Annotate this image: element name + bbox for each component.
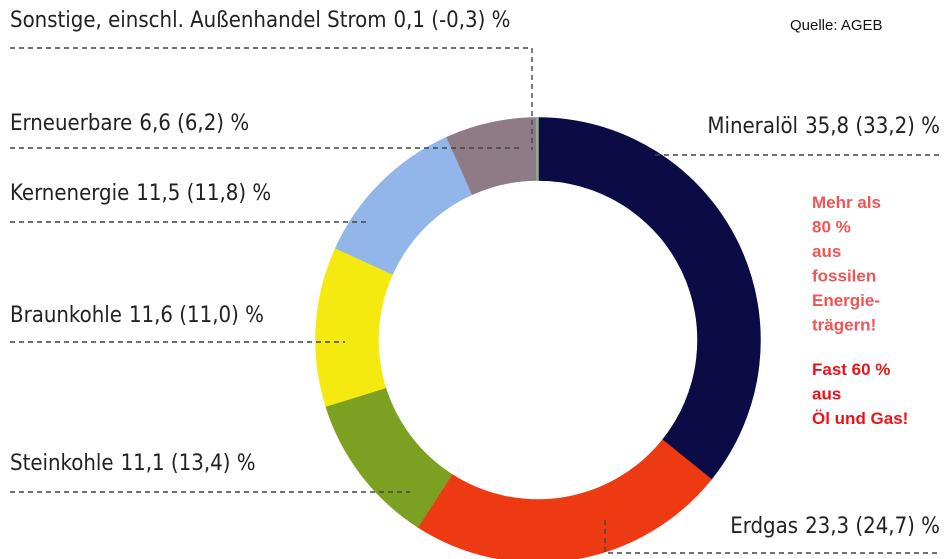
value-label: 11,5 (11,8) % [136, 181, 271, 206]
category-name: Erneuerbare [10, 111, 132, 136]
segment-label: Mineralöl 35,8 (33,2) % [707, 114, 940, 139]
annotation: Mehr als [812, 193, 881, 212]
donut-segment [416, 439, 712, 559]
donut-segment [537, 117, 761, 481]
annotation: fossilen [812, 267, 876, 286]
segment-label: Erneuerbare 6,6 (6,2) % [10, 111, 249, 136]
segment-label: Kernenergie 11,5 (11,8) % [10, 181, 271, 206]
donut-segment [535, 117, 539, 181]
leader-line [604, 520, 940, 554]
category-name: Braunkohle [10, 303, 122, 328]
segment-label: Erdgas 23,3 (24,7) % [730, 514, 940, 539]
donut-segment [315, 247, 394, 407]
value-label: 23,3 (24,7) % [805, 514, 940, 539]
segment-label: Steinkohle 11,1 (13,4) % [10, 451, 256, 476]
category-name: Erdgas [730, 514, 798, 539]
value-label: 6,6 (6,2) % [139, 111, 249, 136]
annotation: aus [812, 242, 841, 261]
value-label: 11,1 (13,4) % [121, 451, 256, 476]
category-name: Kernenergie [10, 181, 129, 206]
value-label: 11,6 (11,0) % [129, 303, 264, 328]
annotation: aus [812, 385, 841, 404]
segment-label: Sonstige, einschl. Außenhandel Strom 0,1 … [10, 8, 510, 33]
category-name: Sonstige, einschl. Außenhandel Strom [10, 8, 387, 33]
annotation: Öl und Gas! [812, 409, 908, 428]
source: Quelle: AGEB [790, 17, 883, 34]
annotation: 80 % [812, 218, 851, 237]
category-name: Mineralöl [707, 114, 798, 139]
annotation: Fast 60 % [812, 360, 890, 379]
annotation: trägern! [812, 316, 876, 335]
segment-label: Braunkohle 11,6 (11,0) % [10, 303, 264, 328]
donut-segment [334, 136, 474, 275]
leader-line [10, 47, 533, 150]
value-label: 35,8 (33,2) % [805, 114, 940, 139]
annotation: Energie- [812, 291, 880, 310]
category-name: Steinkohle [10, 451, 114, 476]
value-label: 0,1 (-0,3) % [394, 8, 511, 33]
